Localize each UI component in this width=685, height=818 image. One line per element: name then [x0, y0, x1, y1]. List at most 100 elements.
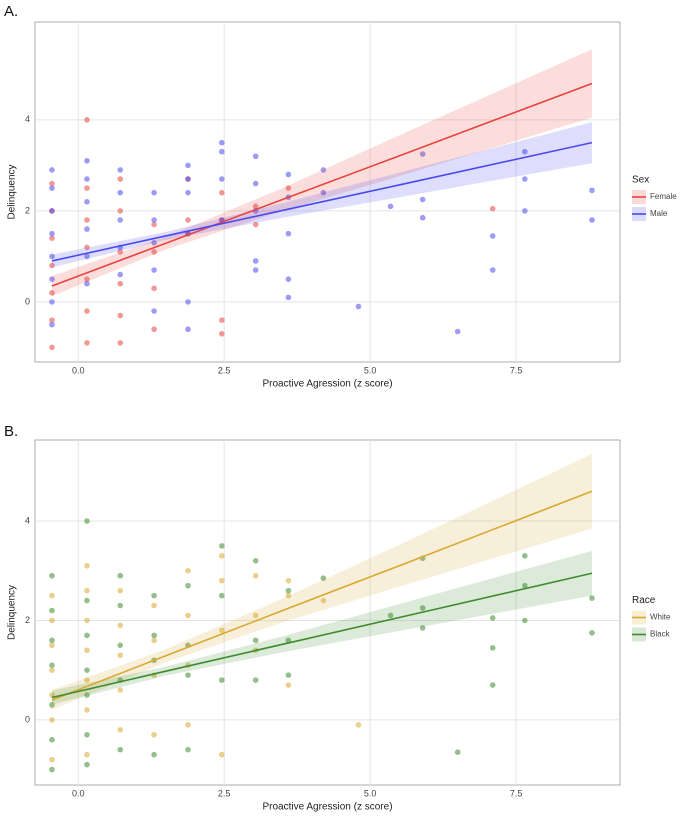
point — [219, 189, 225, 196]
point — [49, 180, 55, 187]
point — [151, 592, 157, 599]
point — [151, 637, 157, 644]
point — [117, 217, 124, 223]
legend-label: White — [650, 613, 671, 622]
y-tick-label: 0 — [25, 296, 30, 306]
point — [84, 647, 90, 654]
point — [49, 736, 55, 743]
point — [320, 167, 327, 173]
point — [219, 577, 225, 584]
point — [84, 617, 90, 624]
point — [49, 317, 55, 323]
point — [589, 630, 595, 636]
point — [185, 162, 191, 169]
point — [151, 249, 157, 255]
point — [185, 582, 191, 589]
point — [285, 637, 292, 644]
point — [84, 761, 90, 768]
point — [219, 677, 225, 683]
point — [84, 244, 90, 251]
point — [49, 702, 55, 708]
point — [49, 208, 55, 214]
y-tick-label: 2 — [25, 205, 30, 215]
point — [285, 171, 292, 178]
point — [151, 602, 157, 609]
point — [84, 632, 90, 639]
point — [320, 597, 327, 604]
point — [219, 553, 225, 559]
point — [219, 330, 225, 337]
point — [84, 158, 90, 164]
panel-label: B. — [4, 423, 18, 440]
point — [151, 751, 157, 758]
fit-line — [51, 572, 593, 699]
point — [219, 751, 225, 758]
legend-label: Male — [650, 209, 668, 218]
point — [49, 662, 55, 668]
point — [219, 148, 225, 155]
point — [151, 731, 157, 738]
confidence-band — [51, 49, 592, 297]
point — [49, 321, 55, 328]
point — [49, 185, 55, 191]
point — [117, 340, 124, 346]
point — [117, 189, 124, 196]
point — [285, 276, 292, 282]
point — [117, 312, 124, 319]
point — [151, 189, 157, 196]
point — [185, 189, 191, 196]
fit-line — [51, 490, 593, 701]
point — [84, 731, 90, 738]
point — [252, 612, 259, 619]
point — [522, 582, 528, 589]
point — [185, 722, 191, 728]
point — [117, 280, 124, 287]
point — [151, 217, 157, 223]
x-tick-label: 2.5 — [218, 788, 231, 798]
point — [219, 627, 225, 634]
point — [252, 677, 259, 683]
point — [151, 221, 157, 228]
confidence-band — [51, 453, 592, 710]
point — [84, 707, 90, 713]
y-axis-label: Delinquency — [7, 164, 18, 219]
point — [252, 258, 259, 264]
point — [219, 139, 225, 146]
point — [151, 239, 157, 246]
point — [454, 328, 461, 335]
point — [522, 176, 528, 182]
point — [355, 303, 362, 310]
point — [49, 667, 55, 673]
point — [84, 597, 90, 604]
x-tick-label: 5.0 — [364, 788, 377, 798]
point — [117, 208, 124, 214]
point — [117, 271, 124, 278]
point — [84, 226, 90, 232]
point — [49, 276, 55, 282]
point — [117, 642, 124, 649]
point — [49, 766, 55, 773]
point — [84, 276, 90, 282]
point — [84, 667, 90, 673]
legend-title: Race — [632, 595, 656, 606]
point — [151, 632, 157, 639]
point — [489, 267, 496, 273]
point — [387, 203, 394, 210]
point — [489, 682, 496, 688]
point — [49, 637, 55, 644]
point — [489, 233, 496, 239]
point — [49, 230, 55, 237]
point — [252, 637, 259, 644]
point — [522, 208, 528, 214]
point — [151, 326, 157, 333]
point — [117, 249, 124, 255]
point — [49, 572, 55, 579]
point — [522, 148, 528, 155]
point — [49, 617, 55, 624]
point — [454, 749, 461, 755]
point — [49, 592, 55, 599]
point — [285, 587, 292, 594]
point — [489, 615, 496, 621]
point — [117, 167, 124, 173]
